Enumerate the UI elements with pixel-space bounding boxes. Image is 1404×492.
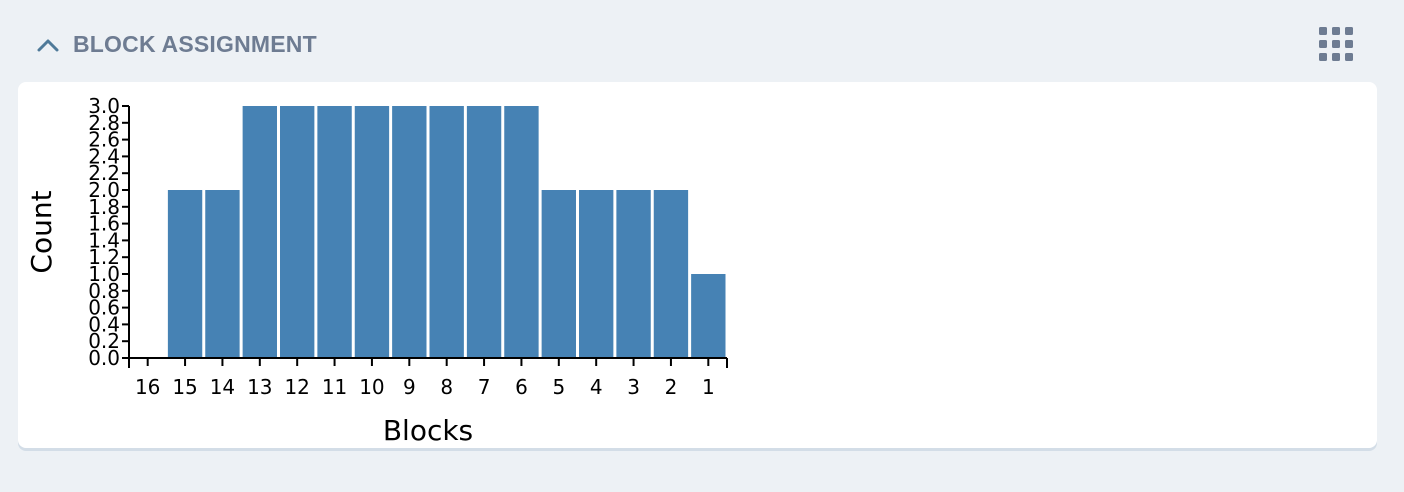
x-axis: 16 15 14 13 12 11 10 9 8 7 6 5 4 3 2 1 [128, 357, 728, 399]
y-tick-label: 0.0 [88, 346, 120, 370]
y-tick-label: 0.2 [88, 329, 120, 353]
collapse-button[interactable] [36, 34, 60, 56]
x-tick-label: 9 [403, 375, 416, 399]
x-tick-label: 5 [552, 375, 565, 399]
y-tick-label: 2.8 [88, 111, 120, 135]
y-tick-label: 1.4 [88, 228, 120, 252]
x-axis-title: Blocks [383, 414, 473, 447]
panel-header: BLOCK ASSIGNMENT [0, 0, 1404, 82]
y-axis-title: Count [25, 190, 58, 273]
bar-14 [205, 190, 240, 358]
x-tick-label: 8 [440, 375, 453, 399]
y-tick-label: 1.0 [88, 262, 120, 286]
x-tick-label: 15 [172, 375, 197, 399]
bar-7 [466, 106, 502, 358]
y-tick-label: 1.2 [88, 245, 120, 269]
x-tick-label: 12 [284, 375, 309, 399]
y-tick-label: 0.4 [88, 312, 120, 336]
bar-8 [429, 106, 464, 358]
bar-10 [354, 106, 390, 358]
x-tick-label: 10 [359, 375, 384, 399]
panel-title: BLOCK ASSIGNMENT [73, 31, 317, 57]
y-tick-label: 2.4 [88, 144, 120, 168]
y-tick-label: 3.0 [88, 94, 120, 118]
x-tick-label: 2 [665, 375, 678, 399]
bar-15 [167, 190, 203, 358]
x-tick-label: 7 [478, 375, 491, 399]
x-tick-label: 1 [702, 375, 715, 399]
y-tick-label: 2.0 [88, 178, 120, 202]
y-axis: 0.00.20.40.60.81.01.21.41.61.82.02.22.42… [88, 94, 130, 370]
x-tick-label: 3 [627, 375, 640, 399]
y-tick-label: 1.6 [88, 212, 120, 236]
y-tick-label: 2.6 [88, 128, 120, 152]
bar-5 [541, 190, 576, 358]
bar-12 [280, 106, 315, 358]
x-tick-label: 11 [322, 375, 347, 399]
bars-group [167, 106, 726, 358]
grid-dots-icon [1319, 27, 1353, 61]
bar-3 [616, 190, 651, 358]
block-assignment-chart: 0.00.20.40.60.81.01.21.41.61.82.02.22.42… [25, 94, 728, 447]
bar-11 [317, 106, 352, 358]
y-tick-label: 0.6 [88, 296, 120, 320]
chart-card: 0.0 0.2 0.4 0.6 0.8 1.0 1.2 1.4 1.6 1.8 2.0 2.2 2.4 2… [18, 82, 1377, 448]
chevron-up-icon [37, 39, 59, 52]
bar-13 [242, 106, 277, 358]
bar-4 [579, 190, 614, 358]
x-tick-label: 16 [135, 375, 160, 399]
panel-menu-button[interactable] [1316, 26, 1356, 62]
bar-6 [504, 106, 539, 358]
x-tick-label: 6 [515, 375, 528, 399]
bar-2 [653, 190, 689, 358]
bar-1 [691, 274, 726, 358]
y-tick-label: 1.8 [88, 195, 120, 219]
x-tick-label: 14 [210, 375, 235, 399]
x-tick-label: 4 [590, 375, 603, 399]
y-tick-label: 2.2 [88, 161, 120, 185]
x-tick-label: 13 [247, 375, 272, 399]
bar-9 [392, 106, 427, 358]
y-tick-label: 0.8 [88, 279, 120, 303]
